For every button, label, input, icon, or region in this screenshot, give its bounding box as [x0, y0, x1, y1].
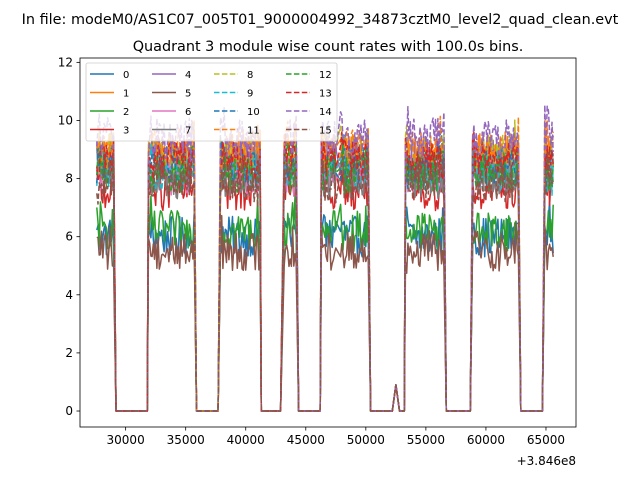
x-axis: 30000 35000 40000 45000 50000 55000 60000 65000 [107, 427, 565, 447]
legend-label-9: 9 [247, 89, 253, 100]
legend-label-13: 13 [319, 89, 332, 100]
legend-label-15: 15 [319, 126, 332, 137]
y-tick-label: 4 [65, 288, 73, 302]
axes-frame [79, 57, 577, 428]
series-line-2 [96, 195, 554, 412]
legend-label-7: 7 [185, 126, 191, 137]
y-tick-label: 10 [58, 113, 73, 127]
y-tick-label: 12 [58, 55, 73, 69]
legend-label-1: 1 [123, 89, 129, 100]
y-tick-label: 2 [65, 346, 73, 360]
legend-label-4: 4 [185, 70, 191, 81]
legend-label-10: 10 [247, 107, 260, 118]
chart-title: Quadrant 3 module wise count rates with … [133, 39, 524, 55]
y-tick-label: 0 [65, 404, 73, 418]
x-offset-label: +3.846e8 [517, 454, 576, 468]
legend-label-0: 0 [123, 70, 129, 81]
series-line-15 [96, 145, 554, 412]
x-tick-label: 45000 [287, 433, 325, 447]
series-line-5 [96, 214, 554, 412]
series-line-13 [96, 131, 554, 412]
series-layer [96, 104, 554, 412]
y-axis: 0 2 4 6 8 10 12 [58, 55, 80, 418]
legend-label-3: 3 [123, 126, 129, 137]
x-tick-label: 50000 [347, 433, 385, 447]
y-tick-label: 6 [65, 230, 73, 244]
x-tick-label: 65000 [527, 433, 565, 447]
y-tick-label: 8 [65, 172, 73, 186]
legend-label-8: 8 [247, 70, 253, 81]
legend-label-14: 14 [319, 107, 332, 118]
x-tick-label: 60000 [467, 433, 505, 447]
x-tick-label: 55000 [407, 433, 445, 447]
x-tick-label: 30000 [107, 433, 145, 447]
legend-label-11: 11 [247, 126, 260, 137]
legend-label-6: 6 [185, 107, 191, 118]
legend-label-5: 5 [185, 89, 191, 100]
legend-label-12: 12 [319, 70, 332, 81]
legend-label-2: 2 [123, 107, 129, 118]
suptitle: In file: modeM0/AS1C07_005T01_9000004992… [22, 12, 619, 28]
x-tick-label: 35000 [167, 433, 205, 447]
legend-box [85, 62, 338, 142]
x-tick-label: 40000 [227, 433, 265, 447]
